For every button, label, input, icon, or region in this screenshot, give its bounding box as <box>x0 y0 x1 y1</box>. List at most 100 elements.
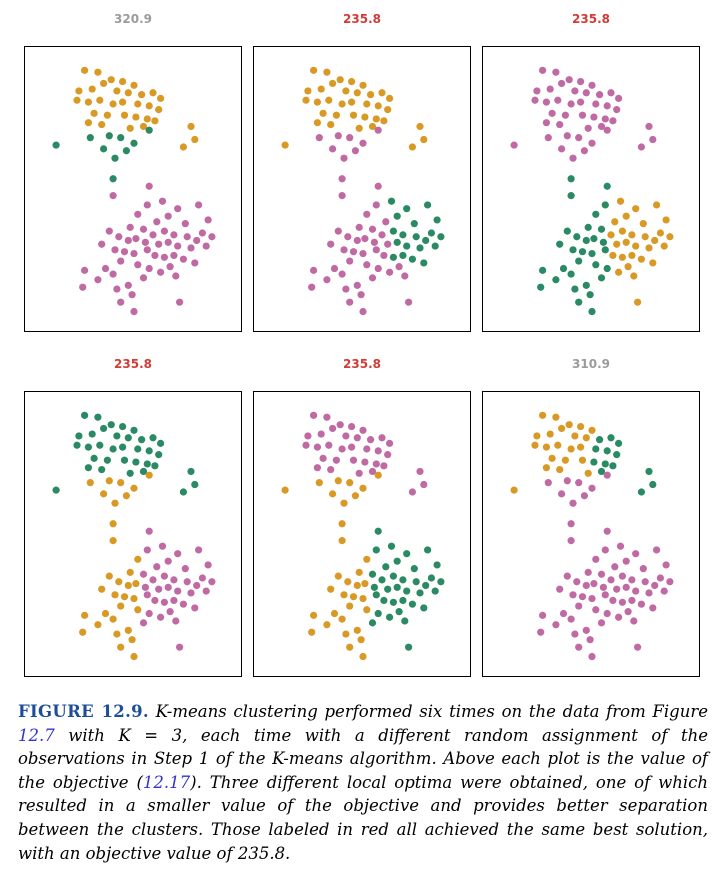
data-point <box>139 274 148 282</box>
data-point <box>368 225 377 233</box>
data-point <box>109 445 117 453</box>
data-point <box>355 568 363 576</box>
data-point <box>174 205 182 213</box>
data-point <box>145 527 153 535</box>
data-point <box>651 581 659 590</box>
data-point <box>101 264 110 273</box>
data-point <box>302 441 310 449</box>
data-point <box>546 430 554 438</box>
data-point <box>338 270 346 278</box>
data-point <box>174 242 182 250</box>
data-point <box>363 555 371 563</box>
data-point <box>84 119 92 127</box>
data-point <box>105 572 113 580</box>
data-point <box>355 469 363 477</box>
data-point <box>126 223 134 231</box>
data-point <box>649 259 657 267</box>
data-point <box>531 96 539 104</box>
data-point <box>100 145 108 153</box>
scatter-plot <box>24 46 242 332</box>
data-point <box>107 421 115 429</box>
panel-title: 320.9 <box>114 12 152 26</box>
data-point <box>368 122 377 131</box>
data-point <box>601 201 609 209</box>
data-point <box>172 272 180 280</box>
data-point <box>582 434 590 442</box>
data-point <box>132 113 140 121</box>
data-point <box>578 111 587 119</box>
data-point <box>372 201 380 209</box>
data-point <box>164 212 172 220</box>
data-point <box>399 576 407 584</box>
data-point <box>649 604 657 612</box>
data-point <box>395 263 403 271</box>
data-point <box>332 456 340 464</box>
data-point <box>577 422 585 431</box>
data-point <box>109 615 117 623</box>
data-point <box>128 291 136 299</box>
data-point <box>571 285 579 293</box>
data-point <box>315 479 323 487</box>
data-point <box>613 240 621 248</box>
data-point <box>386 94 394 102</box>
data-point <box>145 182 153 190</box>
data-point <box>588 484 596 492</box>
data-point <box>359 594 367 603</box>
data-point <box>637 600 645 608</box>
data-point <box>569 246 577 254</box>
data-point <box>422 581 430 590</box>
data-point <box>649 480 657 489</box>
data-point <box>191 259 199 267</box>
data-point <box>420 259 428 267</box>
data-point <box>370 583 378 591</box>
data-point <box>597 467 606 476</box>
data-point <box>120 593 129 601</box>
data-point <box>563 132 571 140</box>
data-point <box>198 229 206 237</box>
data-point <box>170 251 178 260</box>
data-point <box>588 81 596 89</box>
scatter-svg <box>510 66 674 316</box>
data-point <box>393 238 401 246</box>
data-point <box>662 216 670 224</box>
data-point <box>386 268 394 276</box>
data-point <box>597 122 606 131</box>
data-point <box>143 115 151 123</box>
equation-reference-link[interactable]: 12.17 <box>142 772 191 792</box>
data-point <box>580 147 588 155</box>
data-point <box>103 456 111 464</box>
data-point <box>656 574 664 582</box>
data-point <box>431 242 439 250</box>
data-point <box>567 615 575 623</box>
data-point <box>374 527 382 535</box>
data-point <box>143 591 151 599</box>
data-point <box>101 609 110 618</box>
data-point <box>578 456 587 464</box>
data-point <box>405 298 413 306</box>
data-point <box>191 480 199 489</box>
data-point <box>313 119 321 127</box>
data-point <box>556 465 564 474</box>
data-point <box>204 216 212 224</box>
data-point <box>374 126 382 134</box>
data-point <box>537 283 545 291</box>
data-point <box>138 91 146 99</box>
data-point <box>552 413 560 421</box>
data-point <box>609 596 617 605</box>
data-point <box>317 85 325 93</box>
figure-reference-link[interactable]: 12.7 <box>18 725 55 745</box>
data-point <box>334 477 342 485</box>
data-point <box>613 451 621 459</box>
data-point <box>348 422 356 431</box>
data-point <box>578 248 587 256</box>
data-point <box>416 244 424 252</box>
data-point <box>582 89 590 97</box>
data-point <box>304 432 312 440</box>
data-point <box>597 570 606 578</box>
data-point <box>117 298 125 306</box>
data-point <box>622 238 630 246</box>
data-point <box>596 436 604 444</box>
data-point <box>145 609 153 618</box>
panel-title: 235.8 <box>114 357 152 371</box>
data-point <box>539 611 547 619</box>
